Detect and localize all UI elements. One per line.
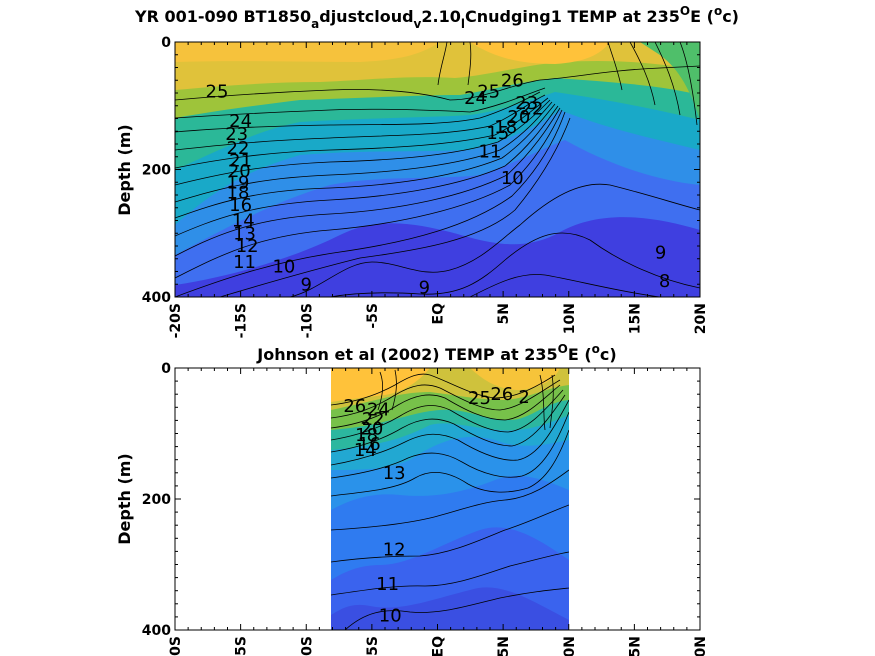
bottom-contour-label: 12 bbox=[383, 539, 406, 560]
top-contour-label: 20 bbox=[507, 107, 530, 128]
bottom-x-tick-label: -20S bbox=[168, 636, 184, 656]
top-contour-label: 20 bbox=[228, 161, 251, 182]
bottom-x-tick-label: -15S bbox=[234, 636, 250, 656]
bottom-contour-label: 24 bbox=[367, 399, 390, 420]
top-contour-label: 24 bbox=[229, 111, 252, 132]
top-contour-label: 11 bbox=[479, 142, 502, 163]
bottom-contour-lines bbox=[331, 369, 569, 630]
bottom-x-tick-label: 20N bbox=[693, 636, 709, 656]
top-contour-label: 25 bbox=[477, 82, 500, 103]
bottom-panel: Johnson et al (2002) TEMP at 235OE (oc) bbox=[115, 342, 709, 656]
top-contour-label: 18 bbox=[494, 117, 517, 138]
bottom-contour-label: 10 bbox=[379, 606, 402, 627]
top-chart-title: YR 001-090 BT1850adjustcloudv2.10lCnudgi… bbox=[134, 4, 739, 31]
top-contour-label: 13 bbox=[233, 223, 256, 244]
bottom-y-tick-label: 0 bbox=[161, 361, 171, 377]
top-x-tick-label: -20S bbox=[168, 303, 184, 338]
top-x-tick-label: -15S bbox=[234, 303, 250, 338]
top-y-axis-label: Depth (m) bbox=[115, 124, 134, 216]
bottom-x-tick-label: 5N bbox=[496, 636, 512, 656]
top-contour-label: 22 bbox=[521, 98, 544, 119]
bottom-contour-label: 2 bbox=[518, 387, 529, 408]
bottom-contour-label: 26 bbox=[490, 384, 513, 405]
top-x-tick-label: 20N bbox=[693, 303, 709, 334]
top-contour-label: 24 bbox=[464, 88, 487, 109]
bottom-contour-label: 18 bbox=[355, 425, 378, 446]
bottom-contour-label: 20 bbox=[360, 418, 383, 439]
top-contour-label: 23 bbox=[515, 93, 538, 114]
top-x-tick-label: 15N bbox=[627, 303, 643, 334]
bottom-y-axis-label: Depth (m) bbox=[115, 453, 134, 545]
bottom-y-tick-label: 200 bbox=[142, 492, 171, 508]
top-y-tick-label: 200 bbox=[142, 163, 171, 179]
top-contour-label: 10 bbox=[272, 256, 295, 277]
top-contour-label: 18 bbox=[227, 182, 250, 203]
top-contour-label: 11 bbox=[233, 252, 256, 273]
top-x-tick-label: 10N bbox=[562, 303, 578, 334]
top-contour-label: 23 bbox=[225, 124, 248, 145]
top-contour-label: 8 bbox=[659, 271, 670, 292]
top-x-axis: -20S -15S -10S -5S EQ 5N 10N 15N 20N bbox=[168, 42, 709, 338]
top-x-tick-label: -10S bbox=[299, 303, 315, 338]
top-y-tick-label: 0 bbox=[161, 35, 171, 51]
bottom-contour-label: 11 bbox=[376, 574, 399, 595]
bottom-contour-label: 13 bbox=[383, 463, 406, 484]
top-contour-lines bbox=[175, 42, 700, 297]
top-contour-label: 21 bbox=[229, 151, 252, 172]
bottom-x-tick-label: 10N bbox=[562, 636, 578, 656]
top-panel: YR 001-090 BT1850adjustcloudv2.10lCnudgi… bbox=[115, 4, 739, 338]
bottom-chart-title: Johnson et al (2002) TEMP at 235OE (oc) bbox=[256, 342, 616, 364]
top-contour-label: 16 bbox=[229, 195, 252, 216]
bottom-x-tick-label: -10S bbox=[299, 636, 315, 656]
top-contour-label: 12 bbox=[236, 236, 259, 257]
top-contour-label: 10 bbox=[501, 168, 524, 189]
bottom-contour-label: 25 bbox=[468, 388, 491, 409]
top-contour-label: 15 bbox=[486, 123, 509, 144]
top-x-tick-label: 5N bbox=[496, 303, 512, 324]
top-contour-label: 9 bbox=[301, 274, 312, 295]
bottom-contour-label: 16 bbox=[358, 434, 381, 455]
top-x-tick-label: -5S bbox=[365, 303, 381, 329]
top-contour-label: 19 bbox=[227, 172, 250, 193]
top-contour-label: 9 bbox=[655, 242, 666, 263]
top-y-axis: 0 200 400 bbox=[142, 35, 700, 306]
bottom-heatmap-field bbox=[331, 368, 569, 630]
bottom-contour-label: 26 bbox=[343, 396, 366, 417]
top-contour-label: 25 bbox=[206, 82, 229, 103]
bottom-y-tick-label: 400 bbox=[142, 623, 171, 639]
top-contour-label: 14 bbox=[232, 211, 255, 232]
top-contour-label: 22 bbox=[227, 138, 250, 159]
bottom-x-axis: -20S -15S -10S -5S EQ 5N 10N 15N 20N bbox=[168, 368, 709, 656]
bottom-x-tick-label: EQ bbox=[431, 636, 447, 656]
bottom-y-axis: 0 200 400 bbox=[142, 361, 700, 639]
bottom-contour-label: 14 bbox=[354, 440, 377, 461]
top-contour-label: 26 bbox=[501, 70, 524, 91]
top-y-tick-label: 400 bbox=[142, 290, 171, 306]
bottom-contour-label: 22 bbox=[362, 409, 385, 430]
top-contour-label: 9 bbox=[419, 277, 430, 298]
bottom-x-tick-label: 15N bbox=[627, 636, 643, 656]
top-x-tick-label: EQ bbox=[431, 303, 447, 325]
bottom-x-tick-label: -5S bbox=[365, 636, 381, 656]
